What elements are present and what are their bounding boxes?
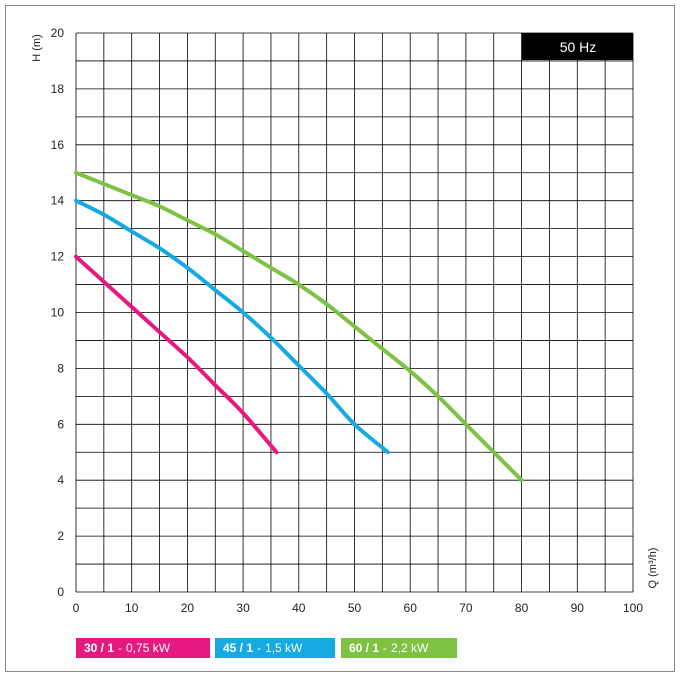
series-line-2 [76, 201, 388, 453]
y-tick-label: 8 [57, 361, 64, 375]
legend-item-60-1: 60 / 1-2,2 kW [341, 638, 457, 658]
x-tick-label: 50 [348, 601, 362, 615]
frequency-badge-text: 50 Hz [560, 39, 597, 55]
legend-name: 45 / 1 [223, 641, 253, 655]
y-tick-label: 20 [51, 26, 65, 40]
series-line-1 [76, 257, 277, 453]
x-tick-label: 30 [236, 601, 250, 615]
y-tick-label: 4 [57, 473, 64, 487]
legend-item-30-1: 30 / 1-0,75 kW [76, 638, 210, 658]
x-tick-label: 100 [623, 601, 643, 615]
y-axis-label: H (m) [31, 34, 43, 62]
x-tick-label: 70 [459, 601, 473, 615]
y-tick-label: 6 [57, 417, 64, 431]
y-tick-label: 16 [51, 138, 65, 152]
x-tick-label: 10 [125, 601, 139, 615]
x-tick-label: 60 [404, 601, 418, 615]
y-tick-label: 18 [51, 82, 65, 96]
frequency-badge: 50 Hz [522, 33, 633, 60]
legend-power: 0,75 kW [126, 641, 170, 655]
x-axis-label: Q (m³/h) [647, 548, 659, 589]
x-tick-label: 40 [292, 601, 306, 615]
x-tick-label: 0 [73, 601, 80, 615]
legend-name: 60 / 1 [349, 641, 379, 655]
x-tick-label: 80 [515, 601, 529, 615]
legend-item-45-1: 45 / 1-1,5 kW [215, 638, 335, 658]
x-tick-label: 20 [181, 601, 195, 615]
y-tick-label: 14 [51, 194, 65, 208]
y-tick-label: 2 [57, 529, 64, 543]
y-tick-label: 10 [51, 306, 65, 320]
legend-power: 2,2 kW [391, 641, 428, 655]
grid [76, 33, 633, 592]
x-tick-label: 90 [571, 601, 585, 615]
legend-power: 1,5 kW [265, 641, 302, 655]
y-tick-label: 12 [51, 250, 65, 264]
y-tick-label: 0 [57, 585, 64, 599]
legend-name: 30 / 1 [84, 641, 114, 655]
